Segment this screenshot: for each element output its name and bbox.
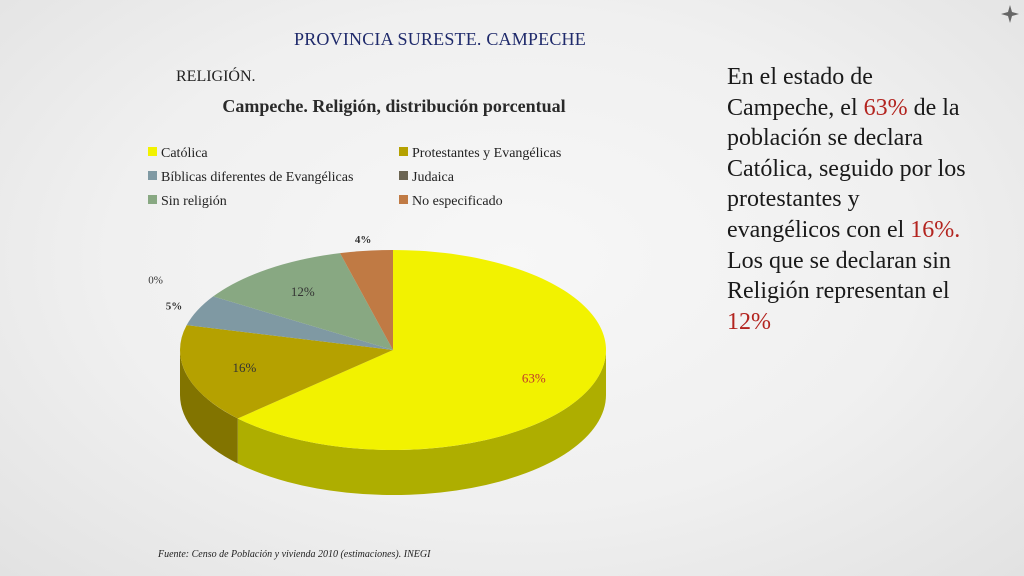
- slide-header: PROVINCIA SURESTE. CAMPECHE: [294, 29, 586, 49]
- catholic-percentage: 63%: [863, 94, 908, 121]
- legend-label: Protestantes y Evangélicas: [412, 146, 562, 161]
- summary-text-part-1: En el estado de Campeche, el: [727, 64, 873, 121]
- pie-data-label: 4%: [355, 234, 372, 246]
- summary-text-part-3: Los que se declaran sin Religión represe…: [727, 247, 951, 305]
- section-label: RELIGIÓN.: [176, 68, 256, 85]
- pie-slice-side: [237, 350, 606, 496]
- legend-item: Protestantes y Evangélicas: [399, 146, 561, 162]
- summary-text: En el estado de Campeche, el 63% de la p…: [727, 62, 977, 337]
- legend-swatch: [148, 171, 157, 180]
- pie-data-label: 16%: [233, 360, 257, 375]
- pie-data-label: 5%: [166, 301, 183, 313]
- legend-label: Bíblicas diferentes de Evangélicas: [161, 170, 354, 185]
- legend-item: Católica: [148, 146, 208, 162]
- legend-label: Sin religión: [161, 194, 227, 209]
- pie-slice: [213, 253, 393, 350]
- no-religion-percentage: 12%: [727, 308, 771, 335]
- legend-swatch: [148, 147, 157, 156]
- legend-swatch: [399, 171, 408, 180]
- legend-swatch: [148, 195, 157, 204]
- pie-slice: [340, 250, 393, 350]
- pie-slice: [180, 325, 393, 419]
- legend-swatch: [399, 195, 408, 204]
- summary-text-part-2: de la población se declara Católica, seg…: [727, 94, 966, 243]
- pie-data-label: 0%: [148, 274, 163, 286]
- pie-data-label: 63%: [522, 371, 546, 386]
- pie-data-label: 12%: [291, 284, 315, 299]
- chart-title: Campeche. Religión, distribución porcent…: [222, 96, 566, 116]
- legend-label: Católica: [161, 146, 208, 161]
- corner-decoration-icon: [1001, 5, 1019, 23]
- legend-item: Judaica: [399, 170, 454, 186]
- legend-item: No especificado: [399, 194, 503, 210]
- pie-slice-side: [179, 350, 238, 464]
- legend-label: No especificado: [412, 194, 503, 209]
- protestant-percentage: 16%.: [910, 216, 961, 243]
- legend-swatch: [399, 147, 408, 156]
- legend-label: Judaica: [412, 170, 454, 185]
- source-note: Fuente: Censo de Población y vivienda 20…: [158, 549, 431, 560]
- legend-item: Sin religión: [148, 194, 227, 210]
- legend-item: Bíblicas diferentes de Evangélicas: [148, 170, 353, 186]
- pie-slice: [186, 296, 393, 350]
- pie-slice: [237, 250, 606, 450]
